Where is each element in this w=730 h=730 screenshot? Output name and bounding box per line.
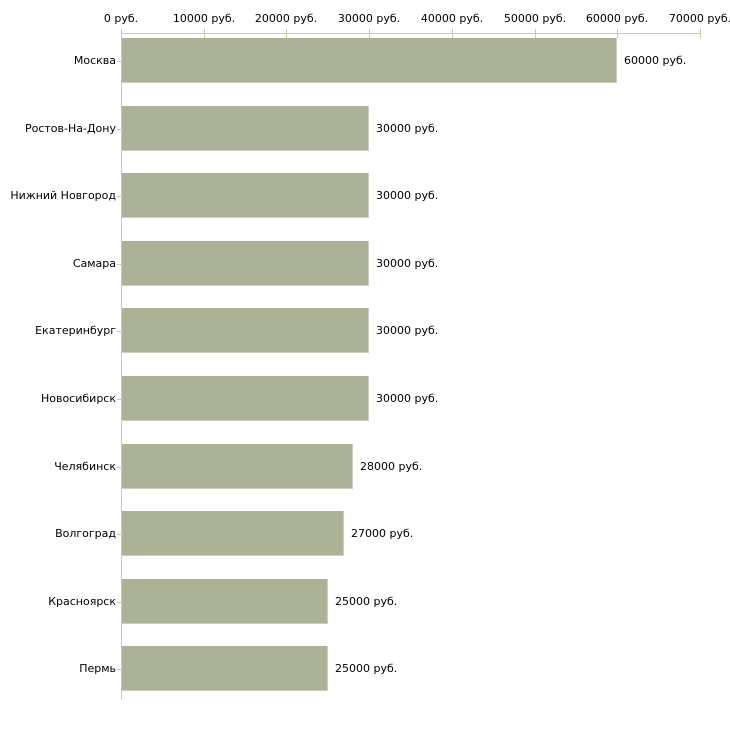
x-axis-tick-mark [617,29,618,38]
bar [122,241,369,286]
bar [122,308,369,353]
y-axis-tick-mark [117,399,121,400]
value-label: 25000 руб. [335,595,398,608]
category-label: Челябинск [54,460,116,473]
value-label: 30000 руб. [376,392,439,405]
x-axis-tick-mark [700,29,701,38]
bar [122,38,617,83]
value-label: 25000 руб. [335,662,398,675]
category-label: Пермь [79,662,116,675]
x-axis-tick-mark [452,29,453,38]
bar [122,444,353,489]
value-label: 27000 руб. [351,527,414,540]
y-axis-tick-mark [117,264,121,265]
value-label: 30000 руб. [376,324,439,337]
x-axis-tick-label: 30000 руб. [337,12,401,25]
x-axis-tick-label: 60000 руб. [585,12,649,25]
y-axis-tick-mark [117,196,121,197]
category-label: Волгоград [55,527,116,540]
x-axis-tick-label: 10000 руб. [172,12,236,25]
y-axis-tick-mark [117,467,121,468]
x-axis-tick-mark [204,29,205,38]
category-label: Новосибирск [40,392,116,405]
category-label: Ростов-На-Дону [24,122,116,135]
category-label: Москва [73,54,116,67]
x-axis-tick-mark [121,29,122,38]
x-axis-tick-mark [286,29,287,38]
x-axis-tick-label: 20000 руб. [254,12,318,25]
bar [122,646,328,691]
x-axis-tick-label: 50000 руб. [503,12,567,25]
x-axis-line [121,33,700,34]
y-axis-tick-mark [117,129,121,130]
value-label: 30000 руб. [376,189,439,202]
y-axis-tick-mark [117,669,121,670]
y-axis-tick-mark [117,534,121,535]
value-label: 60000 руб. [624,54,687,67]
y-axis-line [121,33,122,700]
bar [122,106,369,151]
x-axis-tick-label: 70000 руб. [668,12,730,25]
y-axis-tick-mark [117,61,121,62]
x-axis-tick-label: 0 руб. [103,12,139,25]
bar [122,376,369,421]
x-axis-tick-label: 40000 руб. [420,12,484,25]
x-axis-tick-mark [369,29,370,38]
bar [122,579,328,624]
category-label: Красноярск [48,595,116,608]
category-label: Самара [72,257,116,270]
bar [122,173,369,218]
y-axis-tick-mark [117,602,121,603]
category-label: Екатеринбург [35,324,116,337]
y-axis-tick-mark [117,331,121,332]
category-label: Нижний Новгород [10,189,116,202]
value-label: 30000 руб. [376,257,439,270]
value-label: 28000 руб. [360,460,423,473]
x-axis-tick-mark [535,29,536,38]
bar [122,511,344,556]
value-label: 30000 руб. [376,122,439,135]
